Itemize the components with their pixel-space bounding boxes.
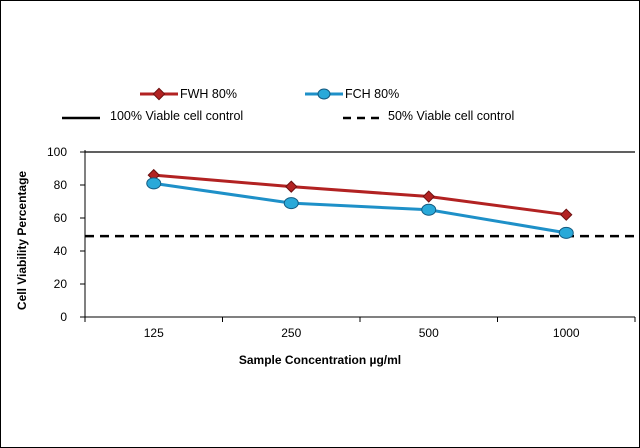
data-point-fwh bbox=[560, 208, 573, 221]
series-group bbox=[146, 168, 574, 239]
reference-lines bbox=[85, 151, 635, 238]
legend-marker-fwh bbox=[152, 87, 166, 101]
data-point-fch bbox=[558, 226, 574, 239]
y-tick-label: 0 bbox=[60, 310, 67, 324]
y-tick-label: 20 bbox=[54, 277, 68, 291]
x-tick-label: 125 bbox=[144, 326, 164, 340]
data-point-fch bbox=[421, 203, 437, 216]
legend: FWH 80% FCH 80% 100% Viable cell control… bbox=[62, 87, 514, 123]
y-tick-label: 40 bbox=[54, 244, 68, 258]
series-line-fwh bbox=[153, 173, 567, 217]
series-line-fch bbox=[153, 181, 567, 235]
axes: 0 20 40 60 80 100 125 250 500 1000 bbox=[47, 145, 636, 340]
legend-label-fch: FCH 80% bbox=[345, 87, 399, 101]
y-axis-title: Cell Viability Percentage bbox=[15, 171, 29, 310]
y-tick-label: 100 bbox=[47, 145, 67, 159]
legend-marker-fch bbox=[317, 88, 331, 100]
y-tick-label: 60 bbox=[54, 211, 68, 225]
x-tick-label: 500 bbox=[419, 326, 439, 340]
data-point-fch bbox=[146, 177, 162, 190]
y-tick-label: 80 bbox=[54, 178, 68, 192]
legend-label-50: 50% Viable cell control bbox=[388, 109, 514, 123]
data-point-fwh bbox=[285, 180, 298, 193]
legend-label-100: 100% Viable cell control bbox=[110, 109, 243, 123]
x-axis-title: Sample Concentration µg/ml bbox=[239, 353, 401, 367]
x-tick-label: 250 bbox=[281, 326, 301, 340]
data-point-fwh bbox=[422, 190, 435, 203]
x-tick-label: 1000 bbox=[553, 326, 580, 340]
legend-label-fwh: FWH 80% bbox=[180, 87, 237, 101]
data-point-fch bbox=[283, 197, 299, 210]
